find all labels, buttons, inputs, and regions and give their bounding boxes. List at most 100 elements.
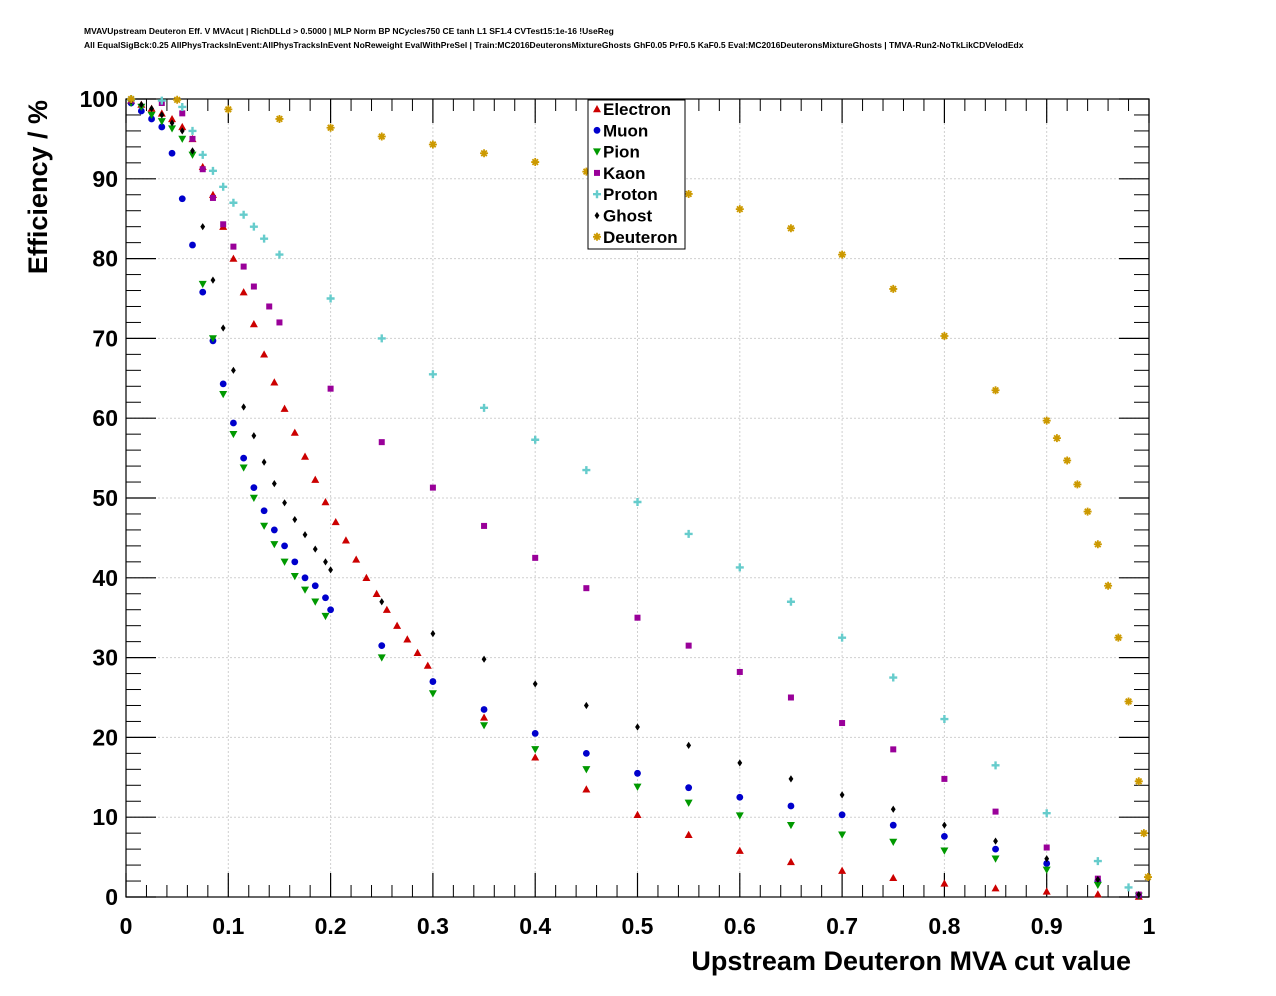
deuteron-point <box>1139 829 1148 838</box>
electron-point <box>331 517 340 526</box>
ghost-point <box>190 147 195 155</box>
muon-point <box>992 845 999 853</box>
legend-label-proton: Proton <box>603 185 658 204</box>
electron-point <box>940 879 949 887</box>
series-kaon <box>128 97 1142 898</box>
tick-labels: 0 0.1 0.2 0.3 0.4 0.5 0.6 0.7 0.8 0.9 101020304050… <box>80 86 1156 939</box>
pion-point <box>208 335 217 343</box>
pion-point <box>178 135 187 143</box>
proton-point <box>838 633 847 642</box>
proton-point <box>786 597 795 606</box>
kaon-point <box>327 385 334 392</box>
kaon-point <box>220 221 227 228</box>
deuteron-point <box>1063 456 1072 465</box>
electron-point <box>735 846 744 854</box>
kaon-point <box>250 283 257 290</box>
proton-point <box>991 761 1000 770</box>
muon-point <box>178 195 186 203</box>
deuteron-point <box>1114 633 1123 642</box>
proton-point <box>260 234 269 243</box>
ghost-point <box>149 104 154 113</box>
chart-title-line-2: All EqualSigBck:0.25 AllPhysTracksInEven… <box>84 40 1024 50</box>
ghost-point <box>430 630 436 638</box>
y-tick-label: 70 <box>92 325 118 351</box>
legend-label-ghost: Ghost <box>603 207 652 226</box>
pion-point <box>219 391 228 399</box>
muon-point <box>327 606 334 614</box>
proton-point <box>531 435 540 444</box>
ghost-point <box>583 701 589 710</box>
proton-point <box>239 210 248 219</box>
electron-point <box>280 404 289 412</box>
muon-point <box>158 123 166 131</box>
deuteron-point <box>1083 507 1092 516</box>
deuteron-point <box>428 140 437 149</box>
ghost-point <box>1095 875 1101 884</box>
muon-point <box>199 288 207 296</box>
ghost-point <box>282 499 287 507</box>
ghost-point <box>210 276 216 284</box>
ghost-point <box>323 558 328 566</box>
ghost-point <box>532 680 538 688</box>
pion-point <box>157 118 166 126</box>
muon-point <box>311 582 319 590</box>
pion-point <box>531 746 540 754</box>
y-tick-label: 20 <box>92 724 118 750</box>
electron-point <box>838 866 847 874</box>
x-tick-label: 0.7 <box>826 913 858 939</box>
y-tick-label: 50 <box>92 485 118 511</box>
proton-point <box>582 466 591 475</box>
muon-point <box>168 149 176 157</box>
muon-point <box>685 784 693 792</box>
kaon-point <box>634 614 641 621</box>
legend-label-kaon: Kaon <box>603 164 646 183</box>
kaon-point <box>240 263 247 270</box>
deuteron-point <box>1134 777 1143 786</box>
pion-point <box>377 654 386 662</box>
x-tick-label: 0 <box>120 913 133 939</box>
ghost-point <box>379 598 385 606</box>
electron-point <box>229 254 238 262</box>
electron-point <box>362 573 371 581</box>
deuteron-point <box>1052 434 1061 443</box>
kaon-point <box>179 110 186 117</box>
legend-marker-deuteron <box>593 232 601 241</box>
deuteron-point <box>1143 873 1152 882</box>
ghost-point <box>839 791 845 799</box>
muon-point <box>322 594 329 602</box>
proton-point <box>275 250 284 259</box>
pion-point <box>582 766 591 774</box>
electron-point <box>249 320 258 328</box>
x-tick-label: 1 <box>1143 913 1156 939</box>
kaon-point <box>583 585 590 592</box>
muon-point <box>582 749 590 757</box>
kaon-point <box>481 522 488 529</box>
ghost-point <box>1136 891 1142 899</box>
deuteron-point <box>377 132 386 141</box>
muon-point <box>941 832 948 840</box>
electron-point <box>382 605 391 613</box>
electron-point <box>352 555 361 563</box>
electron-point <box>889 873 898 882</box>
proton-point <box>229 198 238 207</box>
y-tick-label: 60 <box>92 405 118 431</box>
y-tick-label: 30 <box>92 645 118 671</box>
muon-point <box>634 769 641 777</box>
ghost-point <box>200 223 206 231</box>
pion-point <box>684 799 693 807</box>
deuteron-point <box>275 114 284 123</box>
deuteron-point <box>127 95 136 103</box>
electron-point <box>480 713 489 721</box>
ghost-point <box>1044 855 1050 863</box>
proton-point <box>377 334 386 343</box>
electron-point <box>270 378 279 386</box>
proton-point <box>1093 857 1102 866</box>
electron-point <box>341 536 350 544</box>
deuteron-point <box>224 105 233 114</box>
proton-point <box>940 715 949 724</box>
ghost-point <box>993 837 998 845</box>
pion-point <box>290 573 299 581</box>
pion-point <box>633 783 642 791</box>
muon-point <box>889 821 897 829</box>
kaon-point <box>378 439 385 446</box>
